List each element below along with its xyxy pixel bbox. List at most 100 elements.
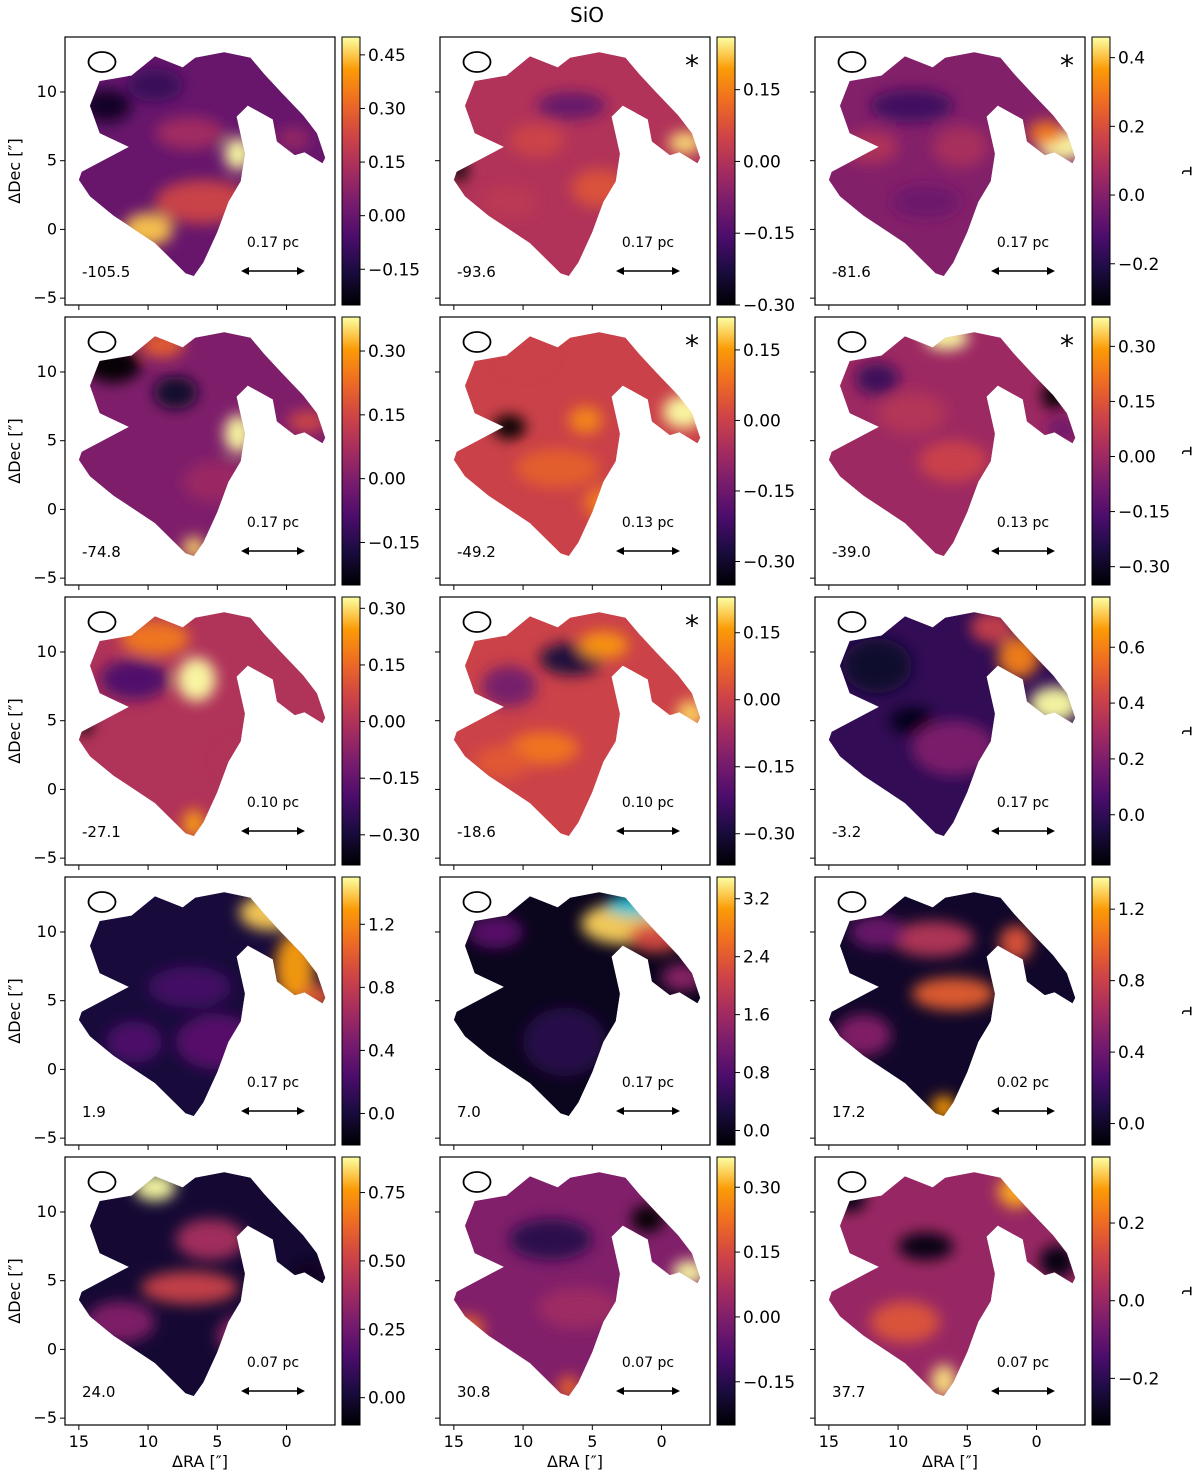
colorbar-tick-label: 0.4 bbox=[1118, 1043, 1145, 1063]
velocity-label: -27.1 bbox=[82, 823, 121, 841]
colorbar-gradient bbox=[1091, 596, 1111, 866]
colorbar-tick-label: 0.00 bbox=[743, 691, 781, 711]
scale-bar-label: 0.10 pc bbox=[247, 795, 299, 811]
colorbar-tick-label: 0.15 bbox=[743, 1243, 781, 1263]
y-axis-label: ΔDec [″] bbox=[5, 138, 24, 203]
x-tick-label: 5 bbox=[587, 1432, 597, 1451]
y-tick-label: −5 bbox=[33, 1408, 57, 1427]
colorbar-gradient bbox=[716, 36, 736, 306]
emission-feature bbox=[889, 706, 935, 735]
scale-bar-label: 0.07 pc bbox=[247, 1355, 299, 1371]
colorbar: −0.2 0.0 0.2 0.4 τ bbox=[1091, 36, 1197, 306]
emission-feature bbox=[891, 185, 961, 219]
scale-bar-arrowhead bbox=[672, 1107, 680, 1115]
colorbar-tick-label: 0.15 bbox=[743, 81, 781, 101]
colorbar-gradient bbox=[341, 1156, 361, 1426]
axes-frame bbox=[814, 596, 1086, 866]
beam-ellipse bbox=[462, 891, 492, 913]
x-tick-label: 5 bbox=[212, 1432, 222, 1451]
emission-feature bbox=[568, 406, 603, 434]
velocity-label: -74.8 bbox=[82, 543, 121, 561]
colorbar-tick-label: 0.0 bbox=[1118, 1115, 1145, 1135]
emission-feature bbox=[474, 745, 530, 779]
colorbar-gradient bbox=[1091, 876, 1111, 1146]
panel-1: −5 0 5 10 ΔDec [″] -105.5 0.17 pc −0.15 0.00 0.15… bbox=[5, 36, 420, 310]
beam-ellipse bbox=[837, 611, 867, 633]
emission-map bbox=[828, 612, 1076, 837]
colorbar-gradient bbox=[341, 596, 361, 866]
x-tick-label: 0 bbox=[281, 1432, 291, 1451]
y-tick-label: −5 bbox=[33, 1128, 57, 1147]
colorbar-gradient bbox=[1091, 1156, 1111, 1426]
scale-bar-arrowhead bbox=[616, 1107, 624, 1115]
emission-feature bbox=[523, 1007, 607, 1077]
emission-feature bbox=[492, 414, 526, 440]
beam-ellipse bbox=[837, 891, 867, 913]
emission-map bbox=[453, 612, 701, 837]
axes-frame bbox=[439, 36, 711, 306]
colorbar-tick-label: 0.00 bbox=[743, 1308, 781, 1328]
scale-bar-arrowhead bbox=[1047, 547, 1055, 555]
scale-bar-label: 0.13 pc bbox=[622, 515, 674, 531]
colorbar-tick-label: 0.4 bbox=[1118, 49, 1145, 69]
colorbar: −0.2 0.0 0.2 τ bbox=[1091, 1156, 1197, 1426]
y-axis-label: ΔDec [″] bbox=[5, 1258, 24, 1323]
scale-bar-label: 0.02 pc bbox=[997, 1075, 1049, 1091]
emission-feature bbox=[911, 720, 995, 776]
beam-ellipse bbox=[462, 331, 492, 353]
velocity-label: 1.9 bbox=[82, 1103, 106, 1121]
scale-bar-label: 0.17 pc bbox=[247, 235, 299, 251]
colorbar-tick-label: −0.30 bbox=[743, 825, 795, 845]
colorbar: −0.30 −0.15 0.00 0.15 0.30 τ bbox=[1091, 316, 1197, 586]
y-tick-label: 5 bbox=[47, 991, 57, 1010]
colorbar-tick-label: 0.8 bbox=[368, 978, 395, 998]
y-tick-label: 0 bbox=[47, 499, 57, 518]
emission-region bbox=[453, 332, 701, 557]
colorbar-tick-label: 0.0 bbox=[368, 1104, 395, 1124]
colorbar-gradient bbox=[716, 316, 736, 586]
colorbar-tick-label: 0.50 bbox=[368, 1252, 406, 1272]
emission-region bbox=[453, 52, 701, 277]
colorbar-tick-label: 0.15 bbox=[743, 341, 781, 361]
colorbar-tick-label: 0.15 bbox=[1118, 392, 1156, 412]
colorbar-tick-label: 0.30 bbox=[368, 599, 406, 619]
panel-11: 7.0 0.17 pc 0.0 0.8 1.6 2.4 3.2 bbox=[435, 876, 770, 1150]
colorbar-tick-label: −0.15 bbox=[743, 482, 795, 502]
colorbar-gradient bbox=[716, 596, 736, 866]
emission-feature bbox=[668, 131, 701, 154]
scale-bar-label: 0.10 pc bbox=[622, 795, 674, 811]
scale-bar-arrowhead bbox=[991, 827, 999, 835]
scale-bar-label: 0.07 pc bbox=[997, 1355, 1049, 1371]
colorbar-tick-label: 0.00 bbox=[1118, 448, 1156, 468]
velocity-label: 37.7 bbox=[832, 1383, 865, 1401]
colorbar-tick-label: 0.0 bbox=[1118, 186, 1145, 206]
emission-feature bbox=[276, 127, 311, 150]
asterisk-marker: * bbox=[685, 329, 699, 362]
panel-8: * -18.6 0.10 pc −0.30 −0.15 0.00 0.15 bbox=[435, 596, 795, 870]
axes-frame bbox=[814, 1156, 1086, 1426]
colorbar-tick-label: 0.30 bbox=[1118, 337, 1156, 357]
scale-bar-label: 0.17 pc bbox=[622, 1075, 674, 1091]
beam-ellipse bbox=[87, 51, 117, 73]
scale-bar-arrowhead bbox=[241, 267, 249, 275]
scale-bar-arrowhead bbox=[241, 827, 249, 835]
scale-bar-arrowhead bbox=[297, 1387, 305, 1395]
figure-title: SiO bbox=[570, 3, 604, 27]
emission-map bbox=[453, 332, 701, 557]
colorbar-tick-label: −0.15 bbox=[368, 260, 420, 280]
asterisk-marker: * bbox=[1060, 329, 1074, 362]
beam-ellipse bbox=[87, 891, 117, 913]
y-tick-label: 10 bbox=[37, 82, 57, 101]
colorbar: 0.0 0.4 0.8 1.2 bbox=[341, 876, 395, 1146]
colorbar-tick-label: 0.00 bbox=[743, 411, 781, 431]
emission-feature bbox=[870, 89, 954, 123]
y-tick-label: −5 bbox=[33, 288, 57, 307]
colorbar-tick-label: −0.2 bbox=[1118, 255, 1159, 275]
velocity-label: 24.0 bbox=[82, 1383, 115, 1401]
colorbar: −0.30 −0.15 0.00 0.15 0.30 bbox=[341, 596, 420, 866]
emission-features bbox=[492, 344, 701, 520]
emission-map bbox=[828, 52, 1076, 277]
colorbar-tick-label: −0.30 bbox=[368, 826, 420, 846]
colorbar-tick-label: 0.4 bbox=[368, 1041, 395, 1061]
